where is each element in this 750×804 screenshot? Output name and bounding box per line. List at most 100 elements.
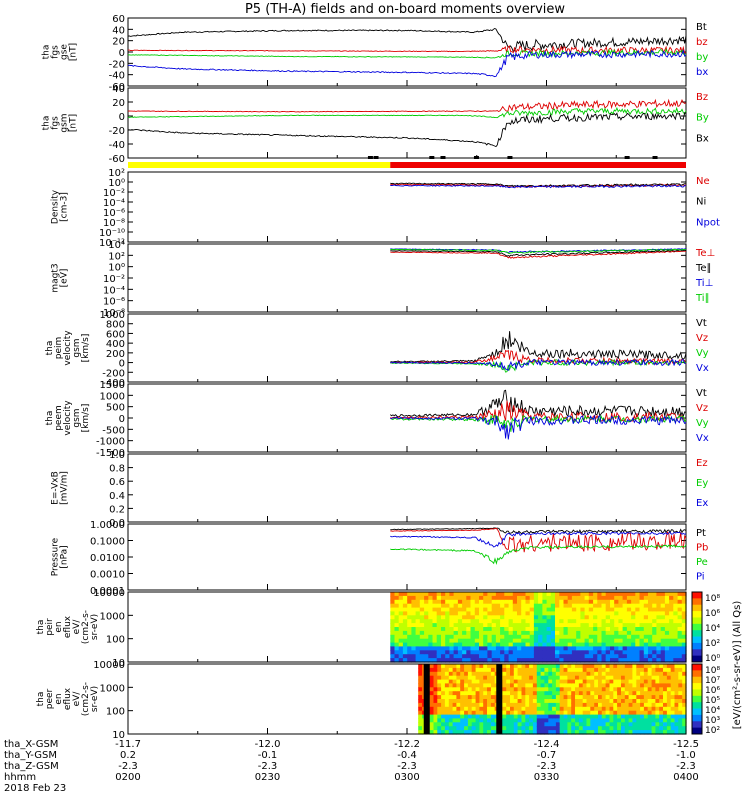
spectrogram-cell — [594, 722, 599, 727]
spectrogram-cell — [504, 638, 510, 644]
spectrogram-cell — [540, 722, 545, 727]
x-row-value: -2.3 — [676, 761, 696, 772]
spectrogram-cell — [504, 623, 510, 628]
spectrogram-cell — [580, 599, 586, 605]
spectrogram-cell — [605, 619, 611, 624]
spectrogram-cell — [631, 638, 636, 644]
spectrogram-cell — [593, 627, 598, 632]
spectrogram-cell — [529, 599, 535, 605]
spectrogram-cell — [613, 695, 618, 700]
spectrogram-cell — [678, 699, 683, 704]
spectrogram-cell — [437, 683, 442, 688]
spectrogram-cell — [479, 658, 484, 663]
spectrogram-cell — [508, 611, 514, 616]
spectrogram-cell — [467, 722, 473, 727]
spectrogram-cell — [479, 603, 484, 609]
y-tick-label: 1000 — [100, 611, 125, 622]
spectrogram-cell — [441, 595, 446, 601]
spectrogram-cell — [621, 691, 626, 696]
spectrogram-cell — [508, 619, 514, 624]
y-tick-label: -20 — [109, 126, 125, 137]
spectrogram-cell — [652, 619, 657, 624]
spectrogram-cell — [631, 619, 636, 624]
spectrogram-cell — [517, 642, 522, 648]
spectrogram-cell — [532, 710, 538, 716]
spectrogram-cell — [555, 603, 560, 609]
spectrogram-cell — [540, 679, 545, 685]
spectrogram-cell — [411, 611, 417, 616]
spectrogram-cell — [609, 671, 614, 677]
spectrogram-cell — [460, 675, 465, 681]
spectrogram-cell — [639, 654, 645, 659]
spectrogram-cell — [659, 706, 664, 712]
colorbar-segment — [692, 727, 702, 735]
spectrogram-cell — [632, 710, 637, 716]
legend-entry: Ti∥ — [695, 293, 710, 304]
spectrogram-cell — [594, 667, 599, 673]
spectrogram-cell — [429, 699, 434, 704]
spectrogram-cell — [506, 667, 511, 673]
spectrogram-cell — [544, 702, 549, 708]
spectrogram-cell — [517, 607, 522, 613]
spectrogram-cell — [533, 642, 539, 648]
spectrogram-cell — [601, 675, 607, 681]
spectrogram-cell — [647, 687, 653, 692]
spectrogram-cell — [479, 683, 484, 688]
spectrogram-cell — [540, 710, 545, 716]
legend-entry: Bz — [696, 92, 708, 103]
spectrogram-cell — [521, 650, 526, 655]
spectrogram-cell — [449, 603, 455, 609]
spectrogram-cell — [483, 667, 488, 673]
spectrogram-cell — [666, 671, 672, 677]
spectrogram-cell — [605, 634, 611, 640]
spectrogram-cell — [500, 607, 505, 613]
spectrogram-cell — [664, 646, 670, 651]
spectrogram-cell — [453, 595, 459, 601]
spectrogram-cell — [597, 595, 603, 601]
spectrogram-cell — [464, 695, 469, 700]
spectrogram-cell — [609, 664, 614, 669]
spectrogram-cell — [593, 607, 598, 613]
spectrogram-cell — [467, 730, 473, 735]
spectrogram-cell — [575, 730, 580, 735]
spectrogram-cell — [448, 667, 454, 673]
spectrogram-cell — [457, 607, 463, 613]
spectrogram-cell — [479, 615, 484, 620]
spectrogram-cell — [682, 664, 687, 669]
spectrogram-cell — [437, 726, 442, 731]
spectrogram-cell — [640, 726, 645, 731]
x-row-value: -2.3 — [118, 761, 138, 772]
spectrogram-cell — [544, 726, 549, 731]
spectrogram-cell — [643, 710, 649, 716]
spectrogram-cell — [640, 714, 645, 720]
spectrogram-cell — [487, 671, 492, 677]
spectrogram-cell — [504, 634, 510, 640]
spectrogram-cell — [563, 607, 569, 613]
spectrogram-cell — [610, 615, 615, 620]
spectrogram-cell — [464, 667, 469, 673]
spectrogram-cell — [626, 623, 632, 628]
series-Vz — [390, 349, 687, 366]
spectrogram-cell — [504, 599, 510, 605]
spectrogram-cell — [652, 634, 657, 640]
spectrogram-cell — [664, 611, 670, 616]
spectrogram-cell — [452, 714, 457, 720]
spectrogram-cell — [631, 611, 636, 616]
spectrogram-cell — [567, 642, 573, 648]
spectrogram-cell — [456, 706, 461, 712]
spectrogram-cell — [491, 638, 497, 644]
spectrogram-cell — [475, 702, 480, 708]
colorbar-frame — [691, 663, 703, 735]
spectrogram-cell — [605, 714, 610, 720]
spectrogram-cell — [449, 654, 455, 659]
spectrogram-cell — [453, 623, 459, 628]
spectrogram-cell — [598, 722, 603, 727]
spectrogram-cell — [598, 671, 603, 677]
spectrogram-cell — [588, 592, 594, 597]
spectrogram-cell — [483, 710, 488, 716]
panel-frame-overlay — [127, 663, 687, 735]
spectrogram-cell — [663, 714, 668, 720]
spectrogram-cell — [453, 603, 459, 609]
colorbar-segment — [692, 702, 702, 710]
spectrogram-cell — [548, 714, 553, 720]
